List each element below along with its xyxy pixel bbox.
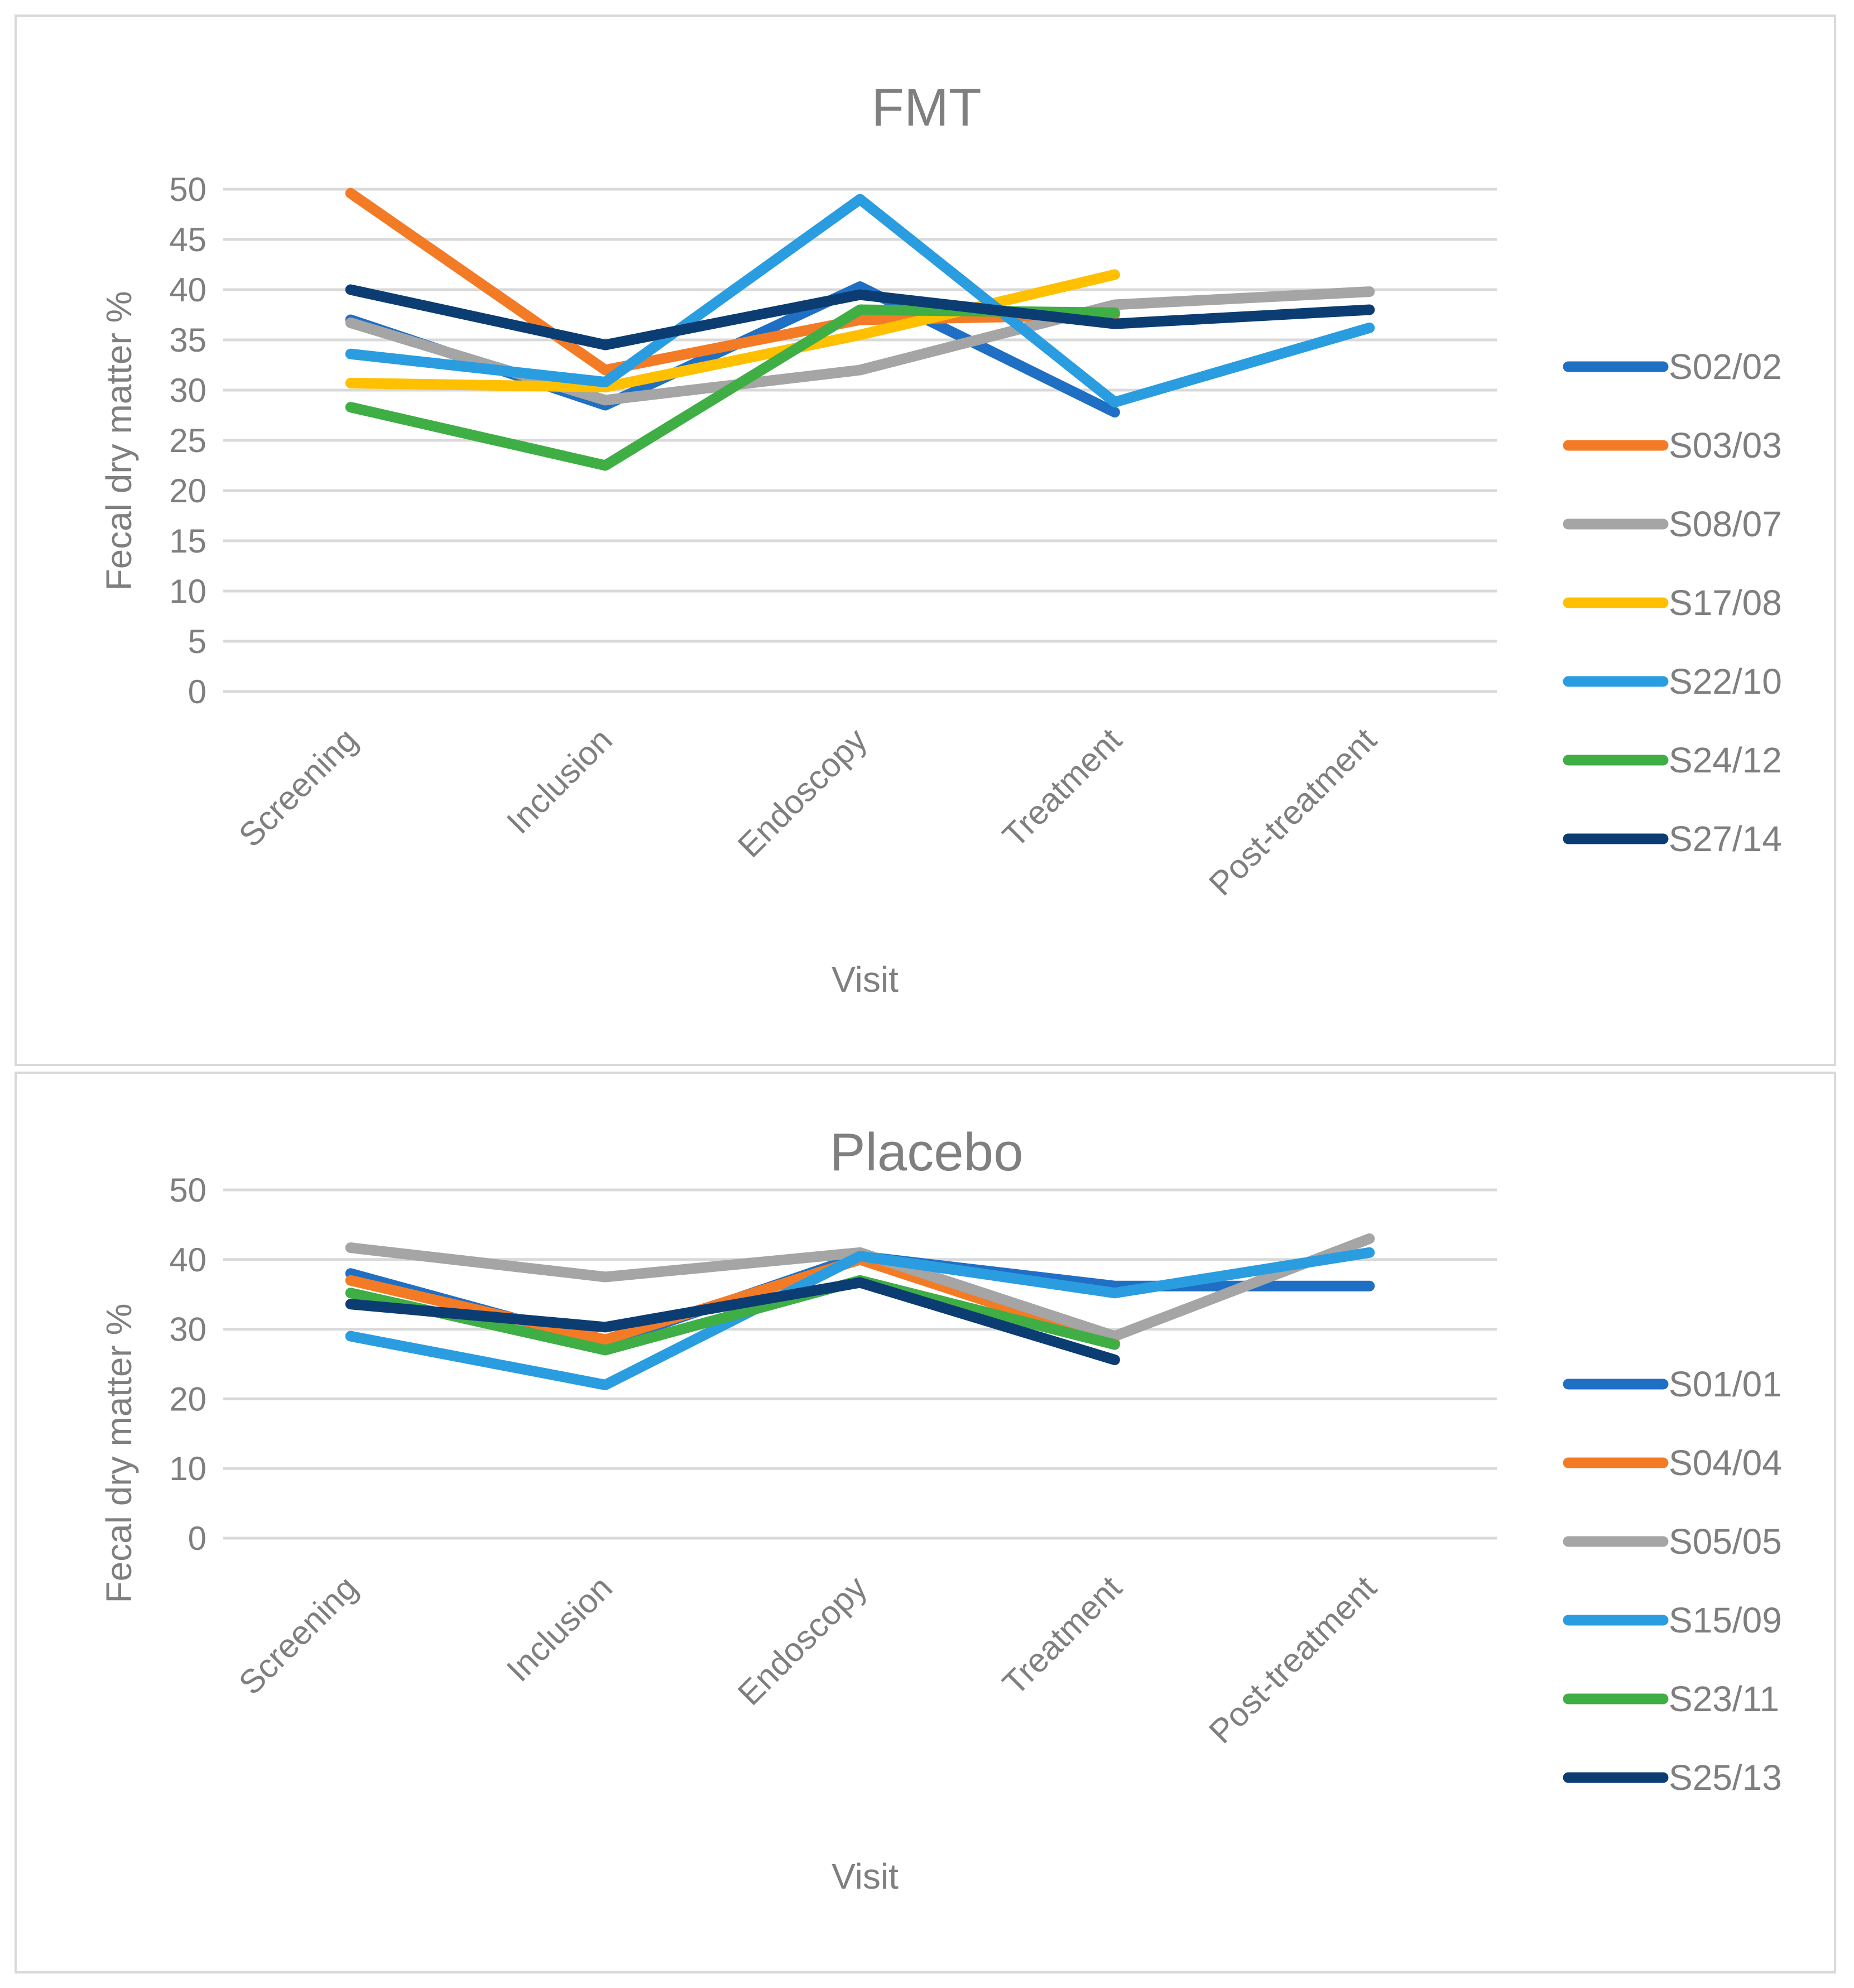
chart-placebo: Placebo Visit Fecal dry matter % 0 10 20 30…	[99, 1122, 1782, 1896]
series-line-s15-09	[345, 1247, 1375, 1390]
y-tick-label: 40	[169, 271, 206, 309]
legend: S01/01 S04/04 S05/05 S15/09 S23/11 S25/13	[1563, 1364, 1782, 1798]
legend-label-s15-09: S15/09	[1669, 1600, 1782, 1640]
y-tick-label: 15	[169, 522, 206, 560]
x-tick-label-inclusion: Inclusion	[499, 1569, 619, 1689]
gridlines	[223, 188, 1497, 693]
x-tick-label-post-treatment: Post-treatment	[1202, 721, 1384, 903]
chart-fmt: FMT Visit Fecal dry matter % 0 5 10 15 20 25 3…	[99, 78, 1782, 1000]
series-line-s27-14	[345, 284, 1375, 350]
series-lines	[345, 1233, 1375, 1390]
chart-panel-fmt: FMT Visit Fecal dry matter % 0 5 10 15 20 25 3…	[15, 15, 1836, 1066]
x-tick-label-endoscopy: Endoscopy	[731, 1569, 874, 1712]
legend-label-s03-03: S03/03	[1669, 425, 1782, 465]
y-tick-label: 30	[169, 1311, 206, 1348]
series-line-s25-13	[345, 1277, 1120, 1365]
legend-label-s04-04: S04/04	[1669, 1443, 1782, 1483]
y-tick-label: 35	[169, 321, 206, 359]
y-tick-label: 10	[169, 1450, 206, 1487]
x-tick-label-endoscopy: Endoscopy	[731, 721, 874, 865]
y-tick-label: 25	[169, 422, 206, 459]
y-tick-label: 50	[169, 171, 206, 208]
y-tick-label: 10	[169, 573, 206, 610]
y-axis-title: Fecal dry matter %	[99, 291, 139, 590]
y-tick-label: 0	[188, 1520, 206, 1557]
series-line-s03-03	[345, 188, 1120, 376]
legend-label-s02-02: S02/02	[1669, 347, 1782, 387]
y-tick-label: 5	[188, 623, 206, 660]
y-tick-label: 45	[169, 221, 206, 258]
x-axis-title: Visit	[832, 959, 899, 1000]
legend: S02/02 S03/03 S08/07 S17/08 S22/10 S24/12 S27/…	[1563, 347, 1782, 859]
y-tick-label: 0	[188, 673, 206, 710]
series-line-s22-10	[345, 194, 1375, 408]
y-tick-label: 20	[169, 1380, 206, 1418]
x-tick-label-inclusion: Inclusion	[499, 721, 619, 841]
x-tick-label-treatment: Treatment	[995, 721, 1128, 854]
legend-label-s22-10: S22/10	[1669, 661, 1782, 702]
legend-label-s24-12: S24/12	[1669, 740, 1782, 780]
gridlines	[223, 1188, 1497, 1540]
legend-label-s17-08: S17/08	[1669, 583, 1782, 623]
legend-label-s08-07: S08/07	[1669, 504, 1782, 544]
legend-label-s27-14: S27/14	[1669, 819, 1782, 859]
x-tick-label-screening: Screening	[232, 1569, 364, 1702]
chart-title: Placebo	[830, 1122, 1024, 1182]
legend-label-s25-13: S25/13	[1669, 1757, 1782, 1798]
y-axis-title: Fecal dry matter %	[99, 1303, 139, 1603]
y-tick-label: 40	[169, 1241, 206, 1279]
chart-panel-placebo: Placebo Visit Fecal dry matter % 0 10 20 30…	[15, 1072, 1836, 1973]
legend-label-s01-01: S01/01	[1669, 1364, 1782, 1404]
x-axis-title: Visit	[832, 1856, 899, 1896]
legend-label-s23-11: S23/11	[1669, 1679, 1779, 1719]
series-line-s23-11	[345, 1275, 1120, 1356]
y-tick-label: 50	[169, 1171, 206, 1209]
series-lines	[345, 188, 1375, 471]
x-tick-label-treatment: Treatment	[995, 1569, 1128, 1702]
y-tick-label: 30	[169, 372, 206, 409]
legend-label-s05-05: S05/05	[1669, 1521, 1782, 1562]
y-tick-label: 20	[169, 472, 206, 510]
chart-title: FMT	[871, 78, 981, 137]
x-tick-label-screening: Screening	[232, 721, 364, 854]
x-tick-label-post-treatment: Post-treatment	[1202, 1569, 1384, 1751]
